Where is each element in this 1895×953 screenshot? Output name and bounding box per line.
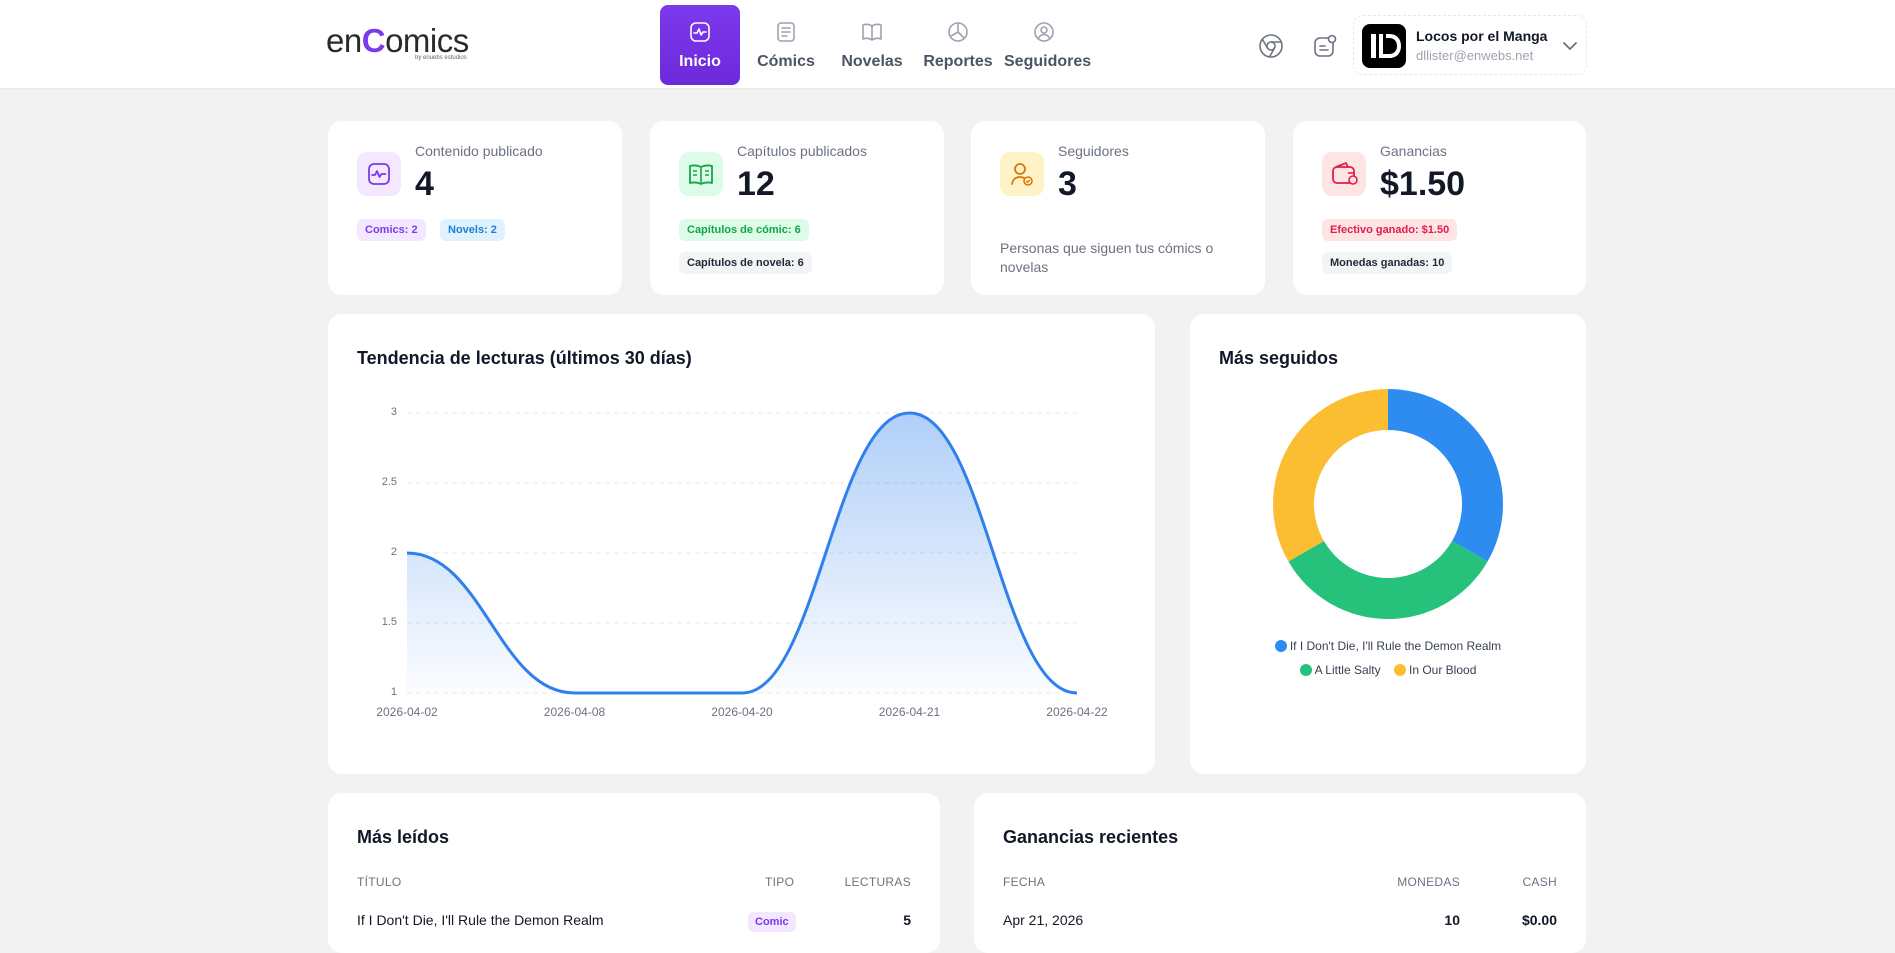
nav-item-seguidores[interactable]: Seguidores bbox=[1004, 5, 1092, 85]
chart-legend: If I Don't Die, I'll Rule the Demon Real… bbox=[1190, 639, 1586, 653]
y-tick-label: 2 bbox=[390, 546, 397, 558]
nav-label: Cómics bbox=[757, 53, 815, 70]
stat-label: Ganancias bbox=[1380, 143, 1447, 159]
most-read-card: Más leídos TÍTULO TIPO LECTURAS If I Don… bbox=[328, 793, 940, 953]
top-header: enComics by enuebs estudios Inicio Cómic… bbox=[0, 0, 1895, 89]
column-header: TÍTULO bbox=[357, 875, 402, 889]
activity-icon bbox=[690, 22, 710, 42]
chart-legend: A Little Salty In Our Blood bbox=[1190, 663, 1586, 677]
stat-label: Seguidores bbox=[1058, 143, 1129, 159]
type-badge: Comic bbox=[748, 912, 796, 932]
book-open-icon bbox=[679, 152, 723, 196]
notification-icon[interactable] bbox=[1312, 33, 1338, 59]
legend-item[interactable]: A Little Salty bbox=[1299, 663, 1381, 677]
avatar bbox=[1362, 24, 1406, 68]
nav-item-comics[interactable]: Cómics bbox=[746, 5, 826, 85]
y-tick-label: 1 bbox=[390, 686, 397, 698]
stat-card-followers: Seguidores 3 Personas que siguen tus cóm… bbox=[971, 121, 1265, 295]
activity-icon bbox=[357, 152, 401, 196]
x-tick-label: 2026-04-02 bbox=[376, 705, 438, 719]
user-email: dllister@enwebs.net bbox=[1416, 48, 1534, 63]
nav-item-novelas[interactable]: Novelas bbox=[832, 5, 912, 85]
coins-earned-chip: Monedas ganadas: 10 bbox=[1322, 252, 1453, 274]
column-header: LECTURAS bbox=[844, 875, 911, 889]
document-icon bbox=[777, 22, 795, 42]
nav-item-inicio[interactable]: Inicio bbox=[660, 5, 740, 85]
stat-value: $1.50 bbox=[1380, 165, 1466, 203]
donut-slice[interactable] bbox=[1273, 389, 1388, 562]
nav-label: Novelas bbox=[841, 53, 903, 70]
column-header: CASH bbox=[1522, 875, 1557, 889]
x-tick-label: 2026-04-22 bbox=[1046, 705, 1108, 719]
most-followed-chart bbox=[1273, 389, 1503, 619]
y-tick-label: 2.5 bbox=[381, 476, 397, 488]
chrome-icon[interactable] bbox=[1258, 33, 1284, 59]
stat-label: Contenido publicado bbox=[415, 143, 543, 159]
most-followed-card: Más seguidos If I Don't Die, I'll Rule t… bbox=[1190, 314, 1586, 774]
stat-card-earnings: Ganancias $1.50 Efectivo ganado: $1.50 M… bbox=[1293, 121, 1586, 295]
x-tick-label: 2026-04-20 bbox=[711, 705, 773, 719]
trend-area bbox=[407, 413, 1077, 693]
legend-item[interactable]: If I Don't Die, I'll Rule the Demon Real… bbox=[1274, 639, 1501, 653]
trend-line bbox=[406, 411, 1078, 695]
novel-chapters-chip: Capítulos de novela: 6 bbox=[679, 252, 812, 274]
wallet-icon bbox=[1322, 152, 1366, 196]
cash-earned-chip: Efectivo ganado: $1.50 bbox=[1322, 219, 1458, 241]
nav-label: Seguidores bbox=[1004, 53, 1092, 70]
column-header: MONEDAS bbox=[1397, 875, 1460, 889]
card-title: Ganancias recientes bbox=[1003, 827, 1179, 847]
brand-wordmark: enComics bbox=[326, 22, 469, 59]
nav-label: Inicio bbox=[679, 53, 721, 70]
row-cash: $0.00 bbox=[1521, 912, 1557, 928]
brand-tagline: by enuebs estudios bbox=[415, 55, 467, 61]
stat-card-chapters: Capítulos publicados 12 Capítulos de cóm… bbox=[650, 121, 944, 295]
recent-earnings-card: Ganancias recientes FECHA MONEDAS CASH A… bbox=[974, 793, 1586, 953]
reading-trend-card: Tendencia de lecturas (últimos 30 días) … bbox=[328, 314, 1155, 774]
followers-description: Personas que siguen tus cómics o novelas bbox=[1000, 240, 1214, 275]
column-header: TIPO bbox=[765, 875, 795, 889]
novels-count-chip: Novels: 2 bbox=[440, 219, 505, 241]
x-tick-label: 2026-04-08 bbox=[543, 705, 606, 719]
user-name: Locos por el Manga bbox=[1416, 28, 1548, 44]
legend-item[interactable]: In Our Blood bbox=[1394, 663, 1476, 677]
reading-trend-chart bbox=[406, 411, 1078, 695]
row-coins: 10 bbox=[1444, 912, 1460, 928]
user-check-icon bbox=[1000, 152, 1044, 196]
card-title: Más seguidos bbox=[1219, 348, 1339, 368]
stat-label: Capítulos publicados bbox=[737, 143, 867, 159]
row-date: Apr 21, 2026 bbox=[1003, 912, 1084, 928]
user-menu[interactable]: Locos por el Manga dllister@enwebs.net bbox=[1353, 15, 1587, 75]
y-tick-label: 1.5 bbox=[381, 616, 397, 628]
user-circle-icon bbox=[1034, 22, 1054, 42]
book-open-icon bbox=[862, 23, 882, 41]
y-tick-label: 3 bbox=[390, 406, 397, 418]
stat-value: 4 bbox=[415, 165, 434, 203]
row-reads: 5 bbox=[903, 912, 911, 928]
stat-value: 3 bbox=[1058, 165, 1077, 203]
column-header: FECHA bbox=[1003, 875, 1046, 889]
row-title: If I Don't Die, I'll Rule the Demon Real… bbox=[357, 912, 604, 928]
chevron-down-icon bbox=[1563, 42, 1577, 51]
card-title: Más leídos bbox=[357, 827, 450, 847]
nav-label: Reportes bbox=[923, 53, 993, 70]
donut-slice[interactable] bbox=[1388, 389, 1503, 562]
donut-slice[interactable] bbox=[1288, 541, 1488, 619]
comics-count-chip: Comics: 2 bbox=[357, 219, 426, 241]
comic-chapters-chip: Capítulos de cómic: 6 bbox=[679, 219, 809, 241]
chart-icon bbox=[948, 22, 968, 42]
card-title: Tendencia de lecturas (últimos 30 días) bbox=[357, 348, 692, 368]
nav-item-reportes[interactable]: Reportes bbox=[918, 5, 998, 85]
brand-logo[interactable]: enComics by enuebs estudios bbox=[326, 24, 469, 64]
stat-card-content: Contenido publicado 4 Comics: 2 Novels: … bbox=[328, 121, 622, 295]
x-tick-label: 2026-04-21 bbox=[878, 705, 941, 719]
stat-value: 12 bbox=[737, 165, 775, 203]
